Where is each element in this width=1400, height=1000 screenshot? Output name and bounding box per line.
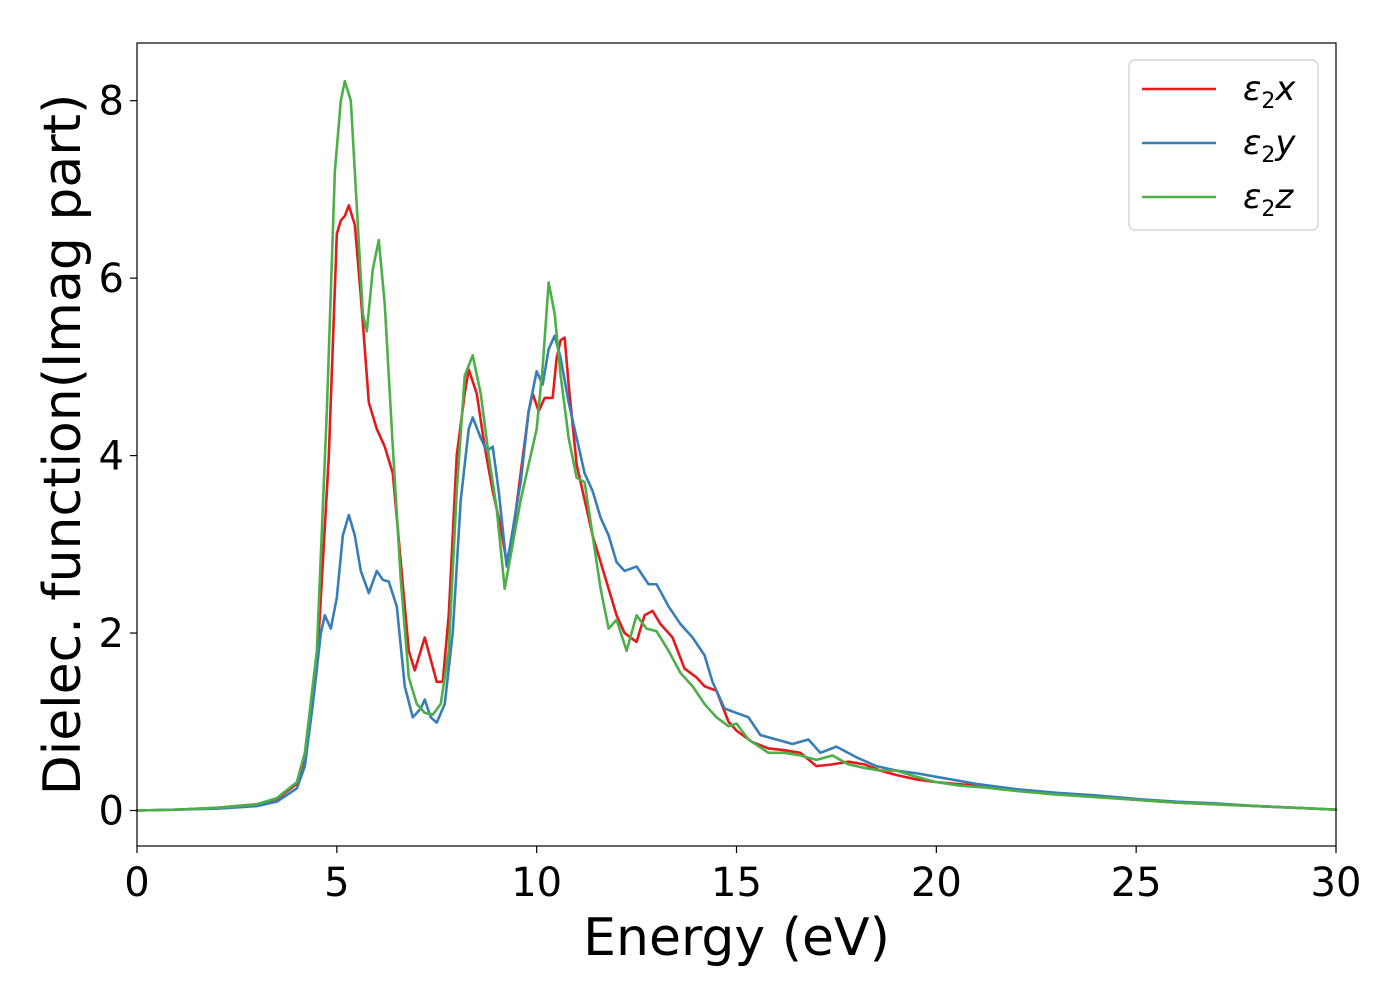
series-line-x: [135, 204, 1338, 812]
series-line-y: [135, 334, 1338, 812]
legend-label-z: ε2z: [1243, 177, 1294, 222]
y-axis-label: Dielec. function(Imag part): [33, 94, 93, 796]
x-tick-label: 15: [711, 860, 762, 906]
x-tick-label: 0: [124, 860, 149, 906]
series-layer: [135, 79, 1338, 812]
x-tick-label: 5: [324, 860, 349, 906]
x-tick-label: 10: [511, 860, 562, 906]
legend-label-y: ε2y: [1243, 123, 1296, 168]
y-tick-label: 6: [99, 256, 124, 302]
legend-label-x: ε2x: [1243, 69, 1296, 114]
x-tick-label: 25: [1111, 860, 1162, 906]
series-line-z: [135, 79, 1338, 812]
y-tick-label: 8: [99, 79, 124, 125]
y-axis-ticks: 0 2 4 6 8: [99, 79, 137, 835]
y-tick-label: 0: [99, 789, 124, 835]
legend: ε2x ε2y ε2z: [1128, 59, 1319, 231]
x-axis-label: Energy (eV): [583, 908, 890, 968]
legend-box: [1128, 59, 1319, 231]
x-tick-label: 20: [911, 860, 962, 906]
x-axis-ticks: 0 5 10 15 20 25 30: [124, 846, 1361, 906]
y-tick-label: 4: [99, 434, 124, 480]
x-tick-label: 30: [1311, 860, 1362, 906]
y-tick-label: 2: [99, 611, 124, 657]
